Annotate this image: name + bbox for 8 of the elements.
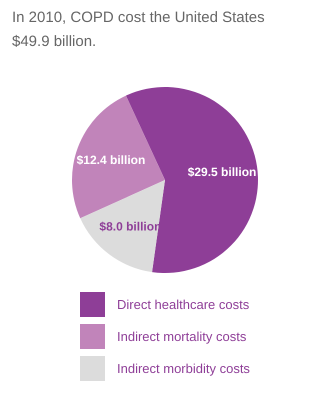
data-label: $29.5 billion — [188, 164, 256, 179]
chart-title: In 2010, COPD cost the United States $49.9 billion. — [12, 9, 265, 50]
pie-slice — [72, 96, 165, 218]
legend-label: Indirect mortality costs — [117, 329, 247, 344]
pie-slice — [80, 180, 165, 272]
legend-label: Indirect morbidity costs — [117, 361, 250, 376]
data-label: $12.4 billion — [76, 153, 146, 168]
legend-label: Direct healthcare costs — [117, 297, 250, 312]
